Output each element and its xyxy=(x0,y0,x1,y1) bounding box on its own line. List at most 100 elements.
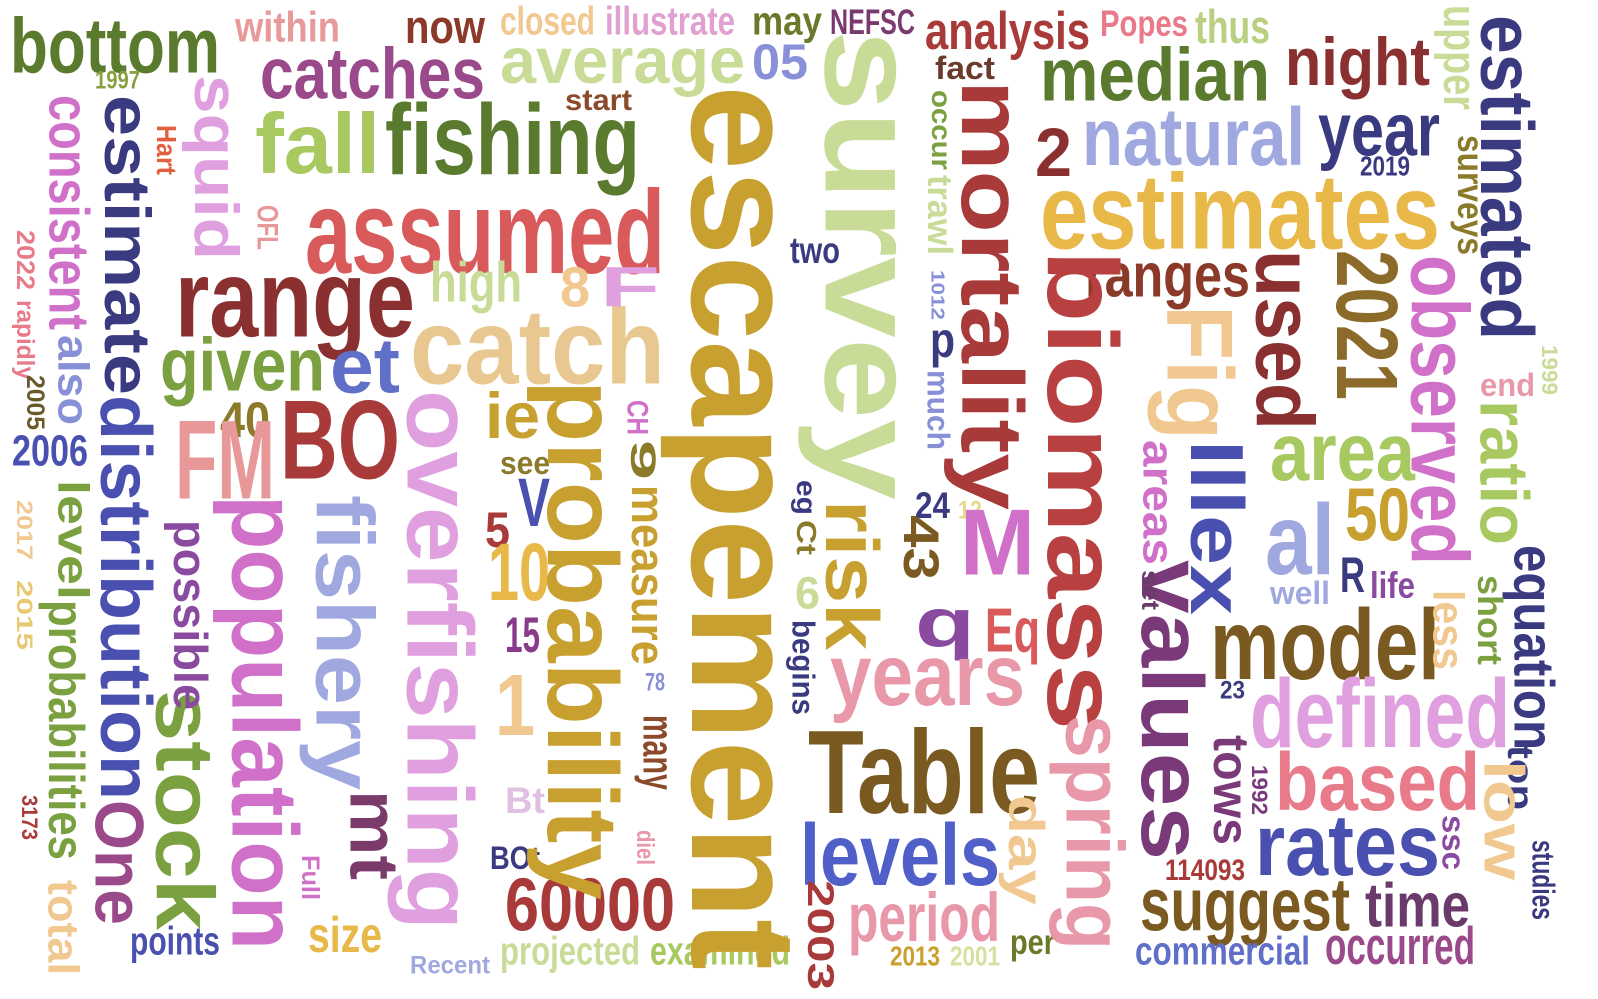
word: tows xyxy=(1203,735,1259,845)
word: night xyxy=(1285,25,1430,100)
word: Eq xyxy=(985,595,1040,665)
word: now xyxy=(405,1,486,54)
word: fact xyxy=(935,50,995,86)
word: 15 xyxy=(505,607,540,663)
word: 2022 xyxy=(11,230,39,290)
word: per xyxy=(1010,923,1055,962)
word: 78 xyxy=(645,669,665,697)
word: Bt xyxy=(505,779,546,821)
word: low xyxy=(1473,760,1536,880)
word: distribution xyxy=(85,395,166,800)
word: M xyxy=(960,489,1035,594)
word: range xyxy=(175,237,415,360)
word: start xyxy=(565,84,632,117)
word: period xyxy=(848,879,1000,956)
word: 6 xyxy=(795,567,820,618)
word: ie xyxy=(485,379,540,452)
word: equation xyxy=(1503,545,1566,750)
word: 2015 xyxy=(12,580,37,650)
word: level xyxy=(49,480,98,600)
word: diel xyxy=(631,830,659,865)
word: model xyxy=(1210,589,1440,701)
word: 2021 xyxy=(1318,250,1416,400)
word: p xyxy=(930,312,955,368)
word: natural xyxy=(1082,92,1305,183)
word: may xyxy=(752,0,823,44)
word: short xyxy=(1470,575,1509,665)
word: population xyxy=(213,495,318,950)
word: 24 xyxy=(915,484,950,526)
word: based xyxy=(1275,737,1480,828)
word: 1 xyxy=(495,656,535,754)
word: Popes xyxy=(1100,2,1188,44)
word: OFL xyxy=(250,205,283,250)
word: used xyxy=(1239,250,1330,430)
word: areas xyxy=(1134,440,1183,565)
word: set xyxy=(1136,570,1164,611)
word: measure xyxy=(621,485,674,665)
word: 2006 xyxy=(12,426,88,475)
word: points xyxy=(130,920,220,964)
word: 10 xyxy=(488,527,550,618)
word: 2013 xyxy=(890,940,940,971)
word: Recent xyxy=(410,952,491,980)
word: years xyxy=(830,626,1025,724)
word: 1997 xyxy=(95,67,140,95)
word: et xyxy=(330,323,400,409)
word: catch xyxy=(410,288,665,407)
word: 2019 xyxy=(1360,150,1410,181)
word: probability xyxy=(526,380,638,900)
word: 3173 xyxy=(17,795,42,840)
word: within xyxy=(234,4,340,51)
word: Illex xyxy=(1175,440,1259,615)
word: observed xyxy=(1394,255,1485,565)
word: much xyxy=(921,370,956,450)
word: high xyxy=(430,251,522,314)
word: illustrate xyxy=(605,0,735,44)
word: upper xyxy=(1433,5,1486,110)
word: squid xyxy=(181,75,251,260)
word: year xyxy=(1318,88,1440,172)
word: Hart xyxy=(151,125,182,175)
word: escapement xyxy=(660,85,828,970)
word: 23 xyxy=(1220,677,1245,705)
word: Ct xyxy=(791,520,822,555)
word: ratio xyxy=(1466,400,1543,545)
word: R xyxy=(1340,547,1365,603)
word: fishery xyxy=(299,495,390,790)
word: BO xyxy=(280,376,400,502)
word: Full xyxy=(296,855,324,900)
word: day xyxy=(998,795,1054,905)
word: al xyxy=(1265,484,1335,596)
word: consistent xyxy=(38,95,101,330)
word: size xyxy=(308,907,382,963)
word: estimate xyxy=(91,95,164,395)
word: mt xyxy=(336,790,413,880)
word: commercial xyxy=(1135,930,1310,974)
word: closed xyxy=(500,0,595,44)
word: spring xyxy=(1049,715,1140,950)
word: 1999 xyxy=(1537,345,1562,395)
word: time xyxy=(1365,870,1470,940)
word: F xyxy=(600,256,660,319)
word: begins xyxy=(786,620,821,715)
word: see xyxy=(500,445,550,481)
word: median xyxy=(1040,33,1270,117)
word: bottom xyxy=(10,3,220,89)
word: risk xyxy=(810,500,894,650)
word: area xyxy=(1270,407,1416,498)
word: well xyxy=(1269,575,1330,611)
word: projected xyxy=(500,930,640,974)
word: fishing xyxy=(385,84,640,196)
word: ranges xyxy=(1085,240,1250,310)
word: thus xyxy=(1195,1,1270,54)
word: catches xyxy=(260,34,485,115)
word: Table xyxy=(808,706,1040,839)
word: overfishing xyxy=(388,390,493,930)
word: V xyxy=(518,464,550,541)
word: eg xyxy=(791,480,822,515)
word: probabilities xyxy=(38,600,94,860)
word: examined xyxy=(650,930,790,974)
word: less xyxy=(1424,590,1473,670)
word: NEFSC xyxy=(830,3,915,42)
